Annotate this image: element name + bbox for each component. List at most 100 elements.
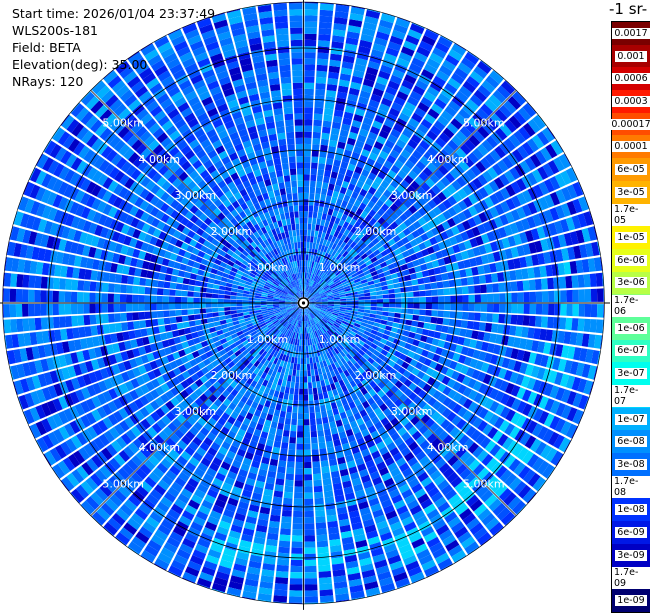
- ray-gate: [442, 318, 450, 326]
- ray-gate: [126, 312, 133, 321]
- ray-gate: [60, 480, 70, 492]
- ray-gate: [387, 554, 402, 565]
- ray-gate: [375, 346, 383, 353]
- ray-gate: [221, 381, 230, 390]
- ray-gate: [238, 363, 246, 371]
- ray-gate: [144, 459, 156, 471]
- ray-gate: [401, 348, 410, 356]
- ray-gate: [289, 317, 294, 324]
- ray-gate: [503, 369, 513, 382]
- ray-gate: [144, 252, 152, 262]
- ray-gate: [478, 322, 486, 332]
- ray-gate: [258, 468, 268, 477]
- ray-gate: [431, 141, 443, 153]
- ray-gate: [573, 347, 582, 361]
- ray-gate: [505, 211, 515, 224]
- ray-gate: [540, 354, 549, 368]
- ray-gate: [396, 345, 404, 353]
- ray-gate: [381, 124, 392, 134]
- ray-gate: [83, 292, 90, 303]
- ray-gate: [385, 275, 393, 281]
- ray-gate: [339, 468, 349, 477]
- ray-gate: [382, 294, 389, 299]
- ray-gate: [430, 316, 438, 324]
- ray-gate: [171, 330, 180, 338]
- ray-gate: [527, 267, 535, 279]
- ray-gate: [242, 527, 255, 537]
- ray-gate: [316, 181, 323, 189]
- ray-gate: [418, 207, 427, 217]
- ray-gate: [260, 300, 267, 303]
- ray-gate: [356, 180, 365, 189]
- ray-gate: [372, 87, 384, 97]
- ray-gate: [346, 275, 353, 281]
- ray-gate: [84, 326, 92, 337]
- ray-gate: [463, 356, 473, 366]
- ray-gate: [370, 291, 377, 296]
- ray-gate: [316, 175, 324, 182]
- ray-gate: [404, 175, 414, 185]
- ray-gate: [257, 599, 272, 603]
- ray-gate: [310, 236, 314, 243]
- ray-gate: [17, 259, 26, 273]
- ray-gate: [455, 503, 469, 516]
- ray-gate: [542, 163, 554, 178]
- ray-gate: [264, 328, 271, 334]
- ray-gate: [290, 424, 297, 432]
- ray-gate: [402, 189, 412, 199]
- ray-gate: [486, 457, 498, 471]
- ray-gate: [454, 113, 467, 125]
- ray-gate: [255, 290, 263, 294]
- ray-gate: [150, 206, 160, 217]
- ray-gate: [393, 174, 404, 184]
- ray-gate: [369, 333, 377, 339]
- ray-gate: [376, 299, 384, 303]
- ray-gate: [310, 332, 313, 339]
- ray-gate: [392, 189, 402, 199]
- ray-gate: [377, 272, 385, 279]
- ray-gate: [312, 242, 316, 250]
- ray-gate: [327, 337, 333, 344]
- ray-gate: [495, 334, 503, 345]
- ray-gate: [504, 282, 512, 292]
- ray-gate: [342, 442, 351, 451]
- ray-gate: [340, 342, 347, 349]
- ray-gate: [303, 290, 305, 297]
- ray-gate: [286, 405, 293, 413]
- ray-gate: [341, 200, 348, 208]
- ray-gate: [357, 382, 365, 390]
- ray-gate: [380, 531, 393, 542]
- ray-gate: [54, 147, 67, 162]
- ray-gate: [380, 203, 390, 212]
- ray-gate: [326, 322, 332, 328]
- ray-gate: [332, 266, 338, 273]
- ray-gate: [572, 289, 579, 302]
- ray-gate: [583, 318, 591, 332]
- ray-gate: [484, 99, 498, 112]
- ray-gate: [309, 320, 313, 327]
- ray-gate: [283, 328, 289, 335]
- ray-gate: [200, 318, 208, 325]
- ray-gate: [156, 462, 169, 474]
- ray-gate: [91, 454, 104, 468]
- ray-gate: [319, 200, 325, 208]
- ray-gate: [312, 325, 316, 332]
- ray-gate: [365, 384, 373, 392]
- ray-gate: [187, 259, 195, 267]
- ray-gate: [267, 295, 274, 299]
- ray-gate: [219, 360, 228, 369]
- ray-gate: [181, 297, 188, 303]
- ray-gate: [385, 225, 394, 234]
- ray-gate: [224, 295, 231, 299]
- ray-gate: [171, 220, 180, 230]
- ray-gate: [364, 306, 371, 310]
- ray-gate: [462, 303, 469, 311]
- ray-gate: [279, 360, 285, 367]
- ray-gate: [318, 243, 323, 251]
- ray-gate: [132, 228, 142, 239]
- ray-gate: [304, 27, 317, 34]
- ray-gate: [313, 293, 320, 297]
- ray-gate: [320, 404, 326, 412]
- ray-gate: [126, 294, 133, 303]
- ray-gate: [411, 537, 425, 549]
